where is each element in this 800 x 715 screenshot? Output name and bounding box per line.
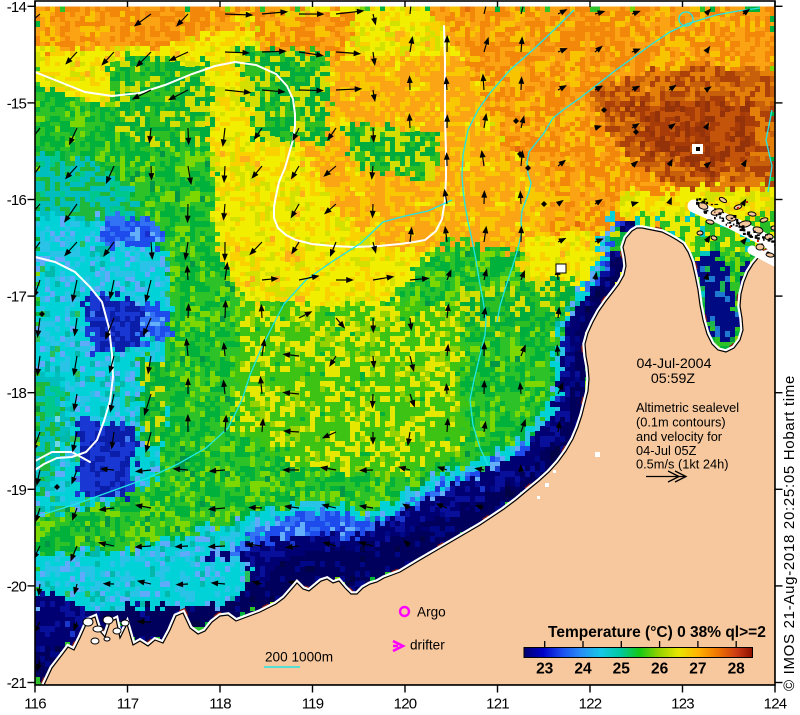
svg-text:Argo: Argo bbox=[417, 605, 446, 620]
svg-text:-21: -21 bbox=[7, 675, 27, 692]
svg-text:119: 119 bbox=[302, 696, 324, 711]
svg-text:05:59Z: 05:59Z bbox=[651, 371, 696, 387]
svg-text:-16: -16 bbox=[7, 192, 27, 209]
svg-text:0.5m/s (1kt 24h): 0.5m/s (1kt 24h) bbox=[636, 457, 728, 472]
svg-text:-17: -17 bbox=[7, 289, 27, 306]
svg-text:(0.1m contours): (0.1m contours) bbox=[636, 415, 726, 430]
svg-text:and velocity for: and velocity for bbox=[636, 429, 723, 444]
svg-text:123: 123 bbox=[671, 696, 694, 711]
svg-text:26: 26 bbox=[651, 661, 669, 678]
svg-text:-18: -18 bbox=[7, 385, 27, 402]
svg-text:-20: -20 bbox=[7, 578, 27, 595]
svg-text:24: 24 bbox=[574, 661, 592, 678]
svg-text:122: 122 bbox=[579, 696, 602, 711]
svg-text:121: 121 bbox=[486, 696, 509, 711]
svg-text:27: 27 bbox=[689, 661, 706, 678]
svg-text:drifter: drifter bbox=[410, 638, 445, 653]
svg-text:25: 25 bbox=[613, 661, 631, 678]
svg-text:200 1000m: 200 1000m bbox=[265, 650, 333, 665]
svg-text:28: 28 bbox=[728, 661, 746, 678]
svg-text:120: 120 bbox=[394, 696, 417, 711]
svg-text:23: 23 bbox=[536, 661, 554, 678]
svg-text:Temperature (°C) 0 38% ql>=2: Temperature (°C) 0 38% ql>=2 bbox=[548, 624, 766, 641]
svg-text:116: 116 bbox=[24, 696, 46, 711]
svg-text:© IMOS 21-Aug-2018 20:25:05 Ho: © IMOS 21-Aug-2018 20:25:05 Hobart time bbox=[781, 375, 798, 691]
svg-text:117: 117 bbox=[117, 696, 139, 711]
svg-text:-14: -14 bbox=[7, 0, 27, 16]
svg-text:-15: -15 bbox=[7, 95, 27, 112]
svg-text:118: 118 bbox=[209, 696, 231, 711]
svg-text:Altimetric sealevel: Altimetric sealevel bbox=[636, 400, 739, 415]
svg-text:-19: -19 bbox=[7, 482, 27, 499]
svg-text:124: 124 bbox=[764, 696, 787, 711]
svg-text:04-Jul-2004: 04-Jul-2004 bbox=[637, 356, 712, 372]
